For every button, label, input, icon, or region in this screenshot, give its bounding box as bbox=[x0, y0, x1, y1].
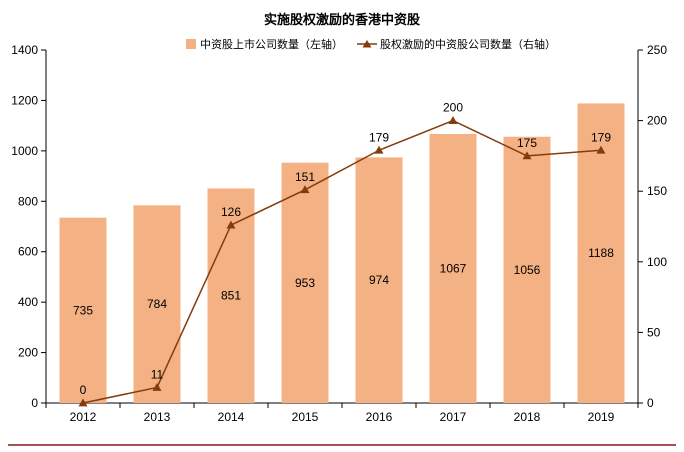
bar-value-label: 735 bbox=[73, 303, 93, 317]
legend: 中资股上市公司数量（左轴） 股权激励的中资股公司数量（右轴） bbox=[186, 37, 556, 51]
line-value-label: 126 bbox=[221, 205, 241, 219]
x-tick-label: 2015 bbox=[292, 410, 319, 424]
y-right-tick-label: 100 bbox=[647, 255, 667, 269]
y-left-tick-label: 1400 bbox=[11, 43, 38, 57]
y-right-tick-label: 250 bbox=[647, 43, 667, 57]
line-value-label: 11 bbox=[151, 367, 164, 381]
y-right-tick-label: 150 bbox=[647, 184, 667, 198]
bar-value-label: 851 bbox=[221, 289, 241, 303]
bars bbox=[59, 103, 625, 404]
line-point-marker bbox=[226, 220, 236, 229]
bar-value-label: 784 bbox=[147, 297, 167, 311]
line-value-label: 0 bbox=[80, 383, 87, 397]
bar-value-label: 1056 bbox=[514, 263, 541, 277]
bar bbox=[355, 157, 403, 403]
line-point-marker bbox=[300, 185, 310, 194]
y-right-tick-label: 200 bbox=[647, 114, 667, 128]
line-series bbox=[78, 116, 606, 407]
line-value-label: 175 bbox=[517, 136, 537, 150]
line-value-label: 179 bbox=[369, 130, 389, 144]
bar-value-label: 953 bbox=[295, 276, 315, 290]
y-right-tick-label: 50 bbox=[647, 325, 661, 339]
line-point-marker bbox=[374, 145, 384, 154]
series-line bbox=[82, 119, 602, 404]
line-value-label: 179 bbox=[591, 130, 611, 144]
line-point-marker bbox=[596, 145, 606, 154]
y-left-tick-label: 200 bbox=[18, 346, 38, 360]
y-left-tick-label: 0 bbox=[31, 396, 38, 410]
line-point-marker bbox=[152, 382, 162, 391]
bar-value-label: 974 bbox=[369, 273, 389, 287]
legend-bar-swatch bbox=[186, 39, 196, 49]
x-tick-label: 2016 bbox=[366, 410, 393, 424]
data-labels: 735 784 851 953 974 1067 1056 1188 0 11 126 151 179 2… bbox=[73, 101, 614, 397]
line-point-marker bbox=[78, 398, 88, 407]
x-tick-label: 2017 bbox=[440, 410, 467, 424]
bar-value-label: 1067 bbox=[440, 261, 467, 275]
line-value-label: 200 bbox=[443, 101, 463, 115]
bar bbox=[503, 136, 551, 404]
bar bbox=[59, 217, 107, 403]
y-left-tick-label: 600 bbox=[18, 245, 38, 259]
y-left-tick-label: 400 bbox=[18, 295, 38, 309]
x-tick-label: 2012 bbox=[70, 410, 97, 424]
bar bbox=[429, 133, 477, 404]
line-point-marker bbox=[522, 151, 532, 160]
legend-line-marker bbox=[362, 40, 372, 48]
legend-bar-label: 中资股上市公司数量（左轴） bbox=[200, 37, 343, 51]
x-tick-label: 2018 bbox=[514, 410, 541, 424]
bar-value-label: 1188 bbox=[588, 246, 614, 260]
line-point-marker bbox=[448, 116, 458, 124]
line-value-label: 151 bbox=[295, 170, 315, 184]
legend-line-label: 股权激励的中资股公司数量（右轴） bbox=[380, 37, 556, 51]
y-left-tick-label: 1200 bbox=[11, 93, 38, 107]
axes: 0 200 400 600 800 1000 1200 1400 0 50 100 150 200 250… bbox=[11, 43, 667, 424]
x-tick-label: 2013 bbox=[144, 410, 171, 424]
x-tick-label: 2019 bbox=[588, 410, 615, 424]
y-right-tick-label: 0 bbox=[647, 396, 654, 410]
y-left-tick-label: 1000 bbox=[11, 144, 38, 158]
bar bbox=[281, 162, 329, 403]
x-tick-label: 2014 bbox=[218, 410, 245, 424]
chart-title: 实施股权激励的香港中资股 bbox=[264, 12, 420, 28]
bar bbox=[133, 205, 181, 403]
y-left-tick-label: 800 bbox=[18, 194, 38, 208]
